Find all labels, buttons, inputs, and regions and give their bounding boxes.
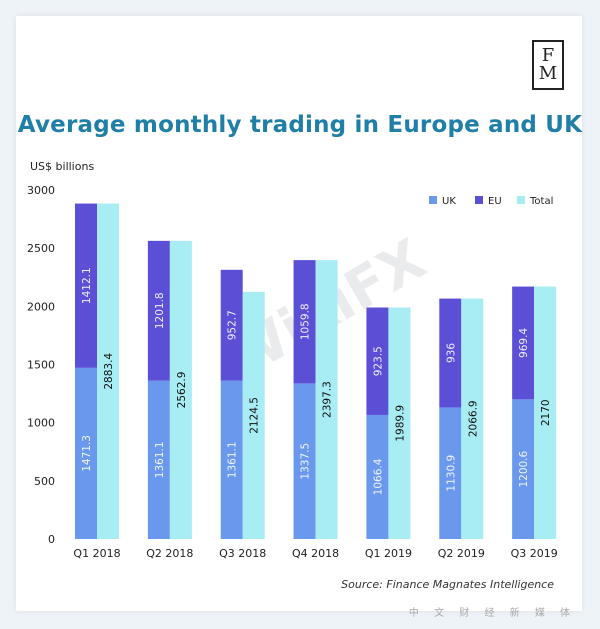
bar-uk (366, 414, 389, 539)
bar-total (388, 307, 411, 539)
data-label-eu: 923.5 (372, 346, 384, 376)
y-axis-label: US$ billions (30, 160, 95, 173)
y-tick-label: 3000 (27, 184, 55, 197)
y-axis: 0 500 1000 1500 2000 2500 3000 (27, 184, 55, 546)
footer-caption: 中 文 财 经 新 媒 体 (408, 608, 576, 619)
bar-total (169, 240, 192, 539)
x-axis: Q1 2018 Q2 2018 Q3 2018 Q4 2018 Q1 2019 Q2 20… (73, 547, 557, 560)
y-tick-label: 1000 (27, 417, 55, 430)
legend-label-eu: EU (488, 196, 502, 207)
x-tick-label: Q1 2018 (73, 547, 120, 560)
x-tick-label: Q1 2019 (365, 547, 412, 560)
bar-total (97, 203, 119, 540)
x-tick-label: Q3 2018 (219, 547, 266, 560)
data-label-eu: 936 (445, 343, 457, 363)
bar-uk (293, 383, 316, 539)
legend-label-uk: UK (442, 196, 456, 207)
data-label-total: 2397.3 (322, 381, 334, 418)
bar-eu (293, 260, 316, 384)
legend: UK EU Total (429, 196, 553, 207)
x-tick-label: Q4 2018 (292, 547, 339, 560)
bars: 1471.3 1412.1 2883.4 1361.1 1201.8 2562.9 1361… (75, 203, 557, 540)
fm-logo: F M (532, 40, 564, 90)
data-label-uk: 1200.6 (518, 450, 530, 487)
bar-eu (512, 286, 535, 400)
bar-total (534, 286, 557, 539)
bar-total (315, 260, 338, 539)
data-label-total: 2124.5 (249, 397, 261, 434)
data-label-eu: 1201.8 (154, 292, 166, 329)
data-label-eu: 1412.1 (81, 267, 93, 304)
legend-swatch-total (517, 196, 525, 204)
bar-eu (75, 203, 97, 368)
bar-total (461, 298, 484, 539)
y-tick-label: 1500 (27, 359, 55, 372)
data-label-eu: 969.4 (518, 328, 530, 358)
data-label-total: 2883.4 (103, 353, 115, 390)
bar-total (242, 291, 265, 539)
data-label-total: 1989.9 (394, 405, 406, 442)
bar-uk (75, 367, 97, 539)
chart-title: Average monthly trading in Europe and UK (17, 112, 583, 138)
x-tick-label: Q3 2019 (511, 547, 558, 560)
bar-eu (147, 240, 170, 381)
bar-uk (220, 380, 243, 539)
bar-uk (147, 380, 170, 539)
logo-letter-m: M (538, 63, 558, 84)
logo-letter-f: F (541, 45, 555, 66)
bar-eu (439, 298, 462, 408)
data-label-uk: 1337.5 (300, 443, 312, 480)
x-tick-label: Q2 2018 (146, 547, 193, 560)
source-note: Source: Finance Magnates Intelligence (341, 578, 554, 591)
bar-eu (366, 307, 389, 415)
legend-swatch-eu (475, 196, 483, 204)
data-label-eu: 1059.8 (300, 303, 312, 340)
data-label-uk: 1361.1 (154, 441, 166, 478)
y-tick-label: 2500 (27, 242, 55, 255)
data-label-uk: 1130.9 (445, 455, 457, 492)
legend-label-total: Total (529, 196, 553, 207)
data-label-uk: 1471.3 (81, 435, 93, 472)
bar-uk (439, 407, 462, 539)
y-tick-label: 0 (48, 533, 55, 546)
data-label-total: 2066.9 (467, 400, 479, 437)
data-label-eu: 952.7 (227, 310, 239, 340)
x-tick-label: Q2 2019 (438, 547, 485, 560)
bar-uk (512, 399, 535, 539)
data-label-total: 2170 (540, 399, 552, 426)
y-tick-label: 2000 (27, 300, 55, 313)
bar-eu (220, 269, 243, 381)
data-label-uk: 1066.4 (372, 458, 384, 495)
data-label-total: 2562.9 (176, 372, 188, 409)
y-tick-label: 500 (34, 475, 55, 488)
data-label-uk: 1361.1 (227, 441, 239, 478)
legend-swatch-uk (429, 196, 437, 204)
